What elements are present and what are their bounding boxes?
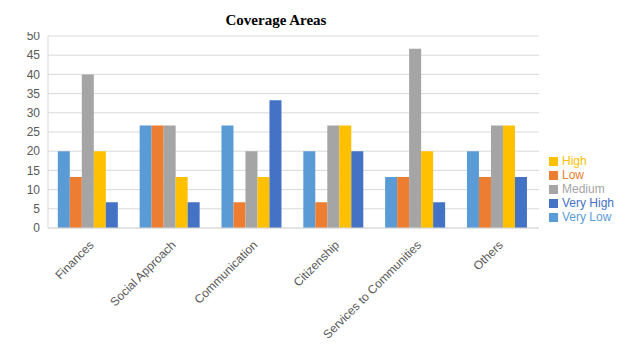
svg-text:5: 5 xyxy=(33,202,40,216)
svg-text:15: 15 xyxy=(27,164,41,178)
svg-text:35: 35 xyxy=(27,87,41,101)
html-text:Low: Low xyxy=(562,168,584,182)
html-text:Coverage Areas: Coverage Areas xyxy=(225,12,327,28)
svg-text:Citizenship: Citizenship xyxy=(291,238,343,290)
svg-text:45: 45 xyxy=(27,48,41,62)
svg-text:Finances: Finances xyxy=(52,238,96,282)
svg-text:Others: Others xyxy=(470,238,505,273)
svg-text:10: 10 xyxy=(27,183,41,197)
html-text:Medium: Medium xyxy=(562,182,605,196)
svg-text:Communication: Communication xyxy=(191,238,260,307)
html-text:Very High: Very High xyxy=(562,196,614,210)
svg-text:Social Approach: Social Approach xyxy=(107,238,178,309)
svg-text:30: 30 xyxy=(27,106,41,120)
svg-text:50: 50 xyxy=(27,32,41,43)
html-text:Very Low: Very Low xyxy=(562,210,612,224)
html-text:High: High xyxy=(562,154,587,168)
svg-text:40: 40 xyxy=(27,68,41,82)
svg-text:25: 25 xyxy=(27,125,41,139)
svg-text:20: 20 xyxy=(27,144,41,158)
svg-text:0: 0 xyxy=(33,221,40,235)
svg-text:Services to Communities: Services to Communities xyxy=(320,238,424,342)
